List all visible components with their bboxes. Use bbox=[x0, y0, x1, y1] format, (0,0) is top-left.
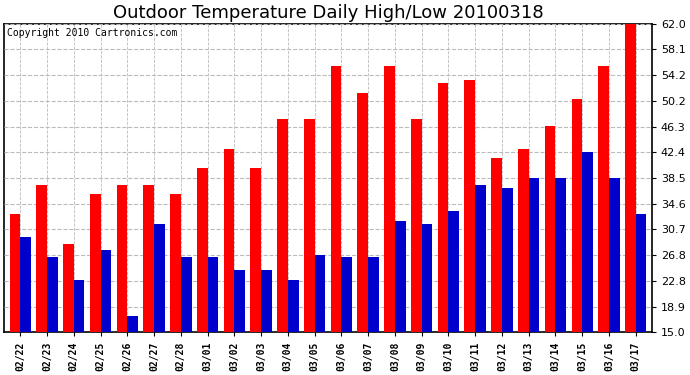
Bar bbox=[571, 99, 582, 332]
Bar bbox=[357, 93, 368, 332]
Bar bbox=[437, 83, 448, 332]
Bar bbox=[609, 178, 620, 332]
Bar bbox=[582, 152, 593, 332]
Bar bbox=[47, 257, 58, 332]
Bar bbox=[411, 119, 422, 332]
Bar bbox=[181, 257, 192, 332]
Bar bbox=[518, 148, 529, 332]
Bar bbox=[20, 237, 31, 332]
Bar bbox=[555, 178, 566, 332]
Bar bbox=[395, 221, 406, 332]
Bar bbox=[250, 168, 261, 332]
Bar bbox=[154, 224, 165, 332]
Bar bbox=[288, 280, 299, 332]
Bar bbox=[342, 257, 352, 332]
Bar bbox=[315, 255, 325, 332]
Bar bbox=[368, 257, 379, 332]
Bar bbox=[208, 257, 218, 332]
Bar bbox=[491, 158, 502, 332]
Bar bbox=[635, 214, 647, 332]
Bar bbox=[502, 188, 513, 332]
Bar bbox=[127, 316, 138, 332]
Bar bbox=[304, 119, 315, 332]
Title: Outdoor Temperature Daily High/Low 20100318: Outdoor Temperature Daily High/Low 20100… bbox=[112, 4, 543, 22]
Bar bbox=[74, 280, 84, 332]
Bar bbox=[90, 195, 101, 332]
Bar bbox=[475, 184, 486, 332]
Bar bbox=[331, 66, 342, 332]
Bar bbox=[529, 178, 540, 332]
Bar bbox=[37, 184, 47, 332]
Text: Copyright 2010 Cartronics.com: Copyright 2010 Cartronics.com bbox=[8, 28, 178, 38]
Bar bbox=[464, 80, 475, 332]
Bar bbox=[277, 119, 288, 332]
Bar bbox=[144, 184, 154, 332]
Bar bbox=[197, 168, 208, 332]
Bar bbox=[448, 211, 459, 332]
Bar bbox=[261, 270, 272, 332]
Bar bbox=[117, 184, 127, 332]
Bar bbox=[625, 24, 635, 332]
Bar bbox=[598, 66, 609, 332]
Bar bbox=[10, 214, 20, 332]
Bar bbox=[384, 66, 395, 332]
Bar bbox=[224, 148, 235, 332]
Bar bbox=[170, 195, 181, 332]
Bar bbox=[235, 270, 245, 332]
Bar bbox=[63, 244, 74, 332]
Bar bbox=[101, 251, 111, 332]
Bar bbox=[545, 126, 555, 332]
Bar bbox=[422, 224, 433, 332]
